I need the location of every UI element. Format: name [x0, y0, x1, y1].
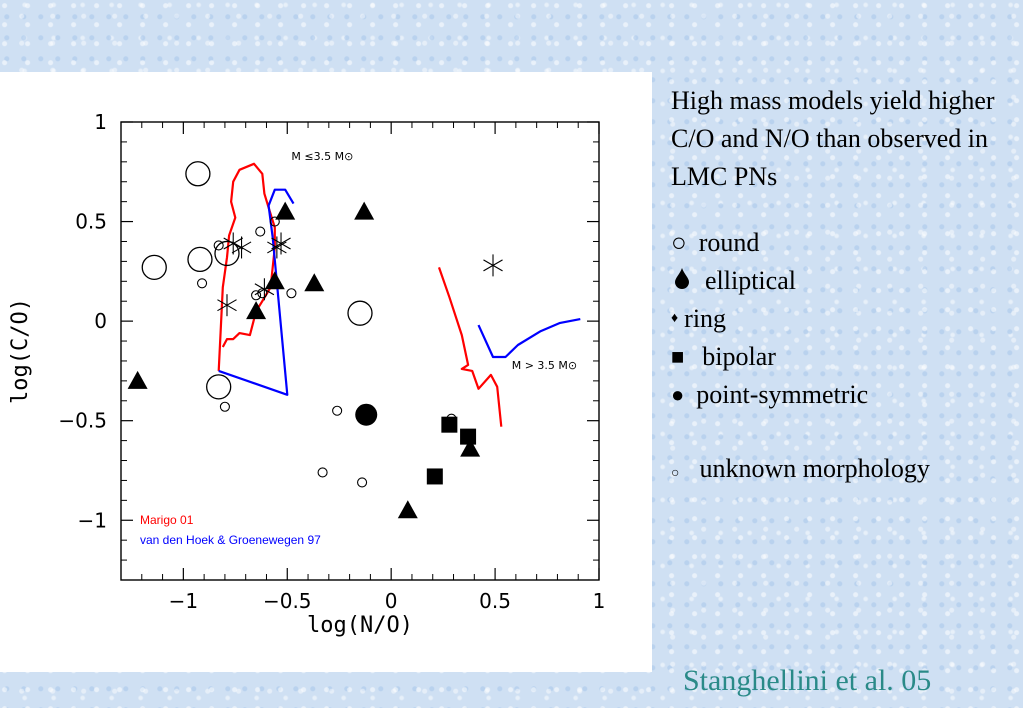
asterisk-stroke: [271, 237, 291, 250]
x-tick-label: −0.5: [263, 589, 312, 613]
x-tick-label: 0.5: [479, 589, 511, 613]
round-pn-point: [185, 161, 211, 187]
legend-item-bipolar: ■ bipolar: [671, 338, 1011, 376]
unknown-morphology-point: [197, 278, 208, 289]
model-track-line: [437, 267, 503, 427]
axis-ticks: −1 −0.5 0 0.5 1 −1 −0.5 0 0.5 1: [58, 110, 605, 613]
bipolar-pn-point: [441, 416, 458, 433]
plot-panel: −1 −0.5 0 0.5 1 −1 −0.5 0 0.5 1 log(N/O) log(C/O)…: [0, 72, 652, 672]
morphology-legend: ○ round elliptical ♦ ring ■ bipolar ● po…: [671, 224, 1011, 414]
diamond-icon: ♦: [671, 311, 679, 326]
data-points: [127, 161, 503, 519]
chart-annotations: M ≤3.5 M⊙ M > 3.5 M⊙: [291, 150, 577, 372]
unknown-morphology-point: [219, 401, 230, 412]
round-pn-point: [206, 374, 232, 400]
bipolar-pn-point: [426, 468, 443, 485]
elliptical-pn-point: [304, 273, 325, 292]
filled-square-icon: ■: [671, 344, 685, 369]
y-tick-label: −0.5: [58, 409, 107, 433]
unknown-morphology-point: [286, 288, 297, 299]
round-pn-point: [187, 246, 213, 273]
elliptical-pn-point: [460, 438, 481, 457]
asterisk-point: [223, 232, 244, 255]
unknown-morphology-point: [269, 216, 280, 227]
mass-range-annotation: M ≤3.5 M⊙: [291, 150, 353, 163]
unknown-morphology-point: [251, 290, 262, 301]
unknown-morphology-point: [213, 240, 224, 251]
bipolar-pn-point: [460, 428, 477, 445]
elliptical-pn-point: [127, 370, 148, 389]
asterisk-point: [267, 236, 287, 259]
legend-label-elliptical: elliptical: [705, 266, 796, 295]
asterisk-stroke: [223, 237, 244, 250]
open-circle-icon: ○: [671, 228, 687, 257]
unknown-morphology-point: [317, 467, 328, 478]
asterisk-stroke: [254, 283, 275, 296]
legend-item-ring: ♦ ring: [671, 300, 1011, 338]
small-circle-icon: ○: [671, 466, 680, 481]
asterisk-point: [231, 236, 252, 259]
asterisk-stroke: [267, 241, 287, 254]
elliptical-pn-point: [264, 271, 285, 290]
elliptical-pn-point: [246, 301, 267, 320]
plot-frame: [120, 121, 600, 581]
legend-label-round: round: [698, 228, 760, 257]
model-track-line: [477, 318, 581, 359]
legend-entry: van den Hoek & Groenewegen 97: [140, 533, 321, 547]
x-tick-label: −1: [169, 589, 198, 613]
filled-circle-icon: ●: [671, 382, 685, 407]
scatter-plot: −1 −0.5 0 0.5 1 −1 −0.5 0 0.5 1 log(N/O) log(C/O)…: [8, 110, 605, 638]
asterisk-point: [254, 278, 275, 301]
round-pn-point: [214, 240, 240, 267]
conclusion-text: High mass models yield higher C/O and N/…: [671, 86, 995, 191]
asterisk-stroke: [231, 241, 252, 254]
asterisk-stroke: [217, 299, 237, 312]
legend-label-bipolar: bipolar: [702, 342, 776, 371]
y-axis-label: log(C/O): [8, 298, 33, 404]
x-axis-label: log(N/O): [307, 613, 413, 638]
axis-labels: log(N/O) log(C/O): [8, 298, 413, 638]
legend-item-unknown: ○ unknown morphology: [671, 450, 1011, 493]
unknown-morphology-point: [332, 405, 343, 416]
y-tick-label: 0.5: [75, 210, 107, 234]
legend-item-point-symmetric: ● point-symmetric: [671, 376, 1011, 414]
round-pn-point: [347, 300, 373, 326]
legend-item-round: ○ round: [671, 224, 1011, 262]
legend-label-unknown: unknown morphology: [699, 454, 930, 483]
round-pn-point: [141, 254, 167, 281]
model-tracks: [217, 162, 581, 427]
asterisk-point: [217, 294, 237, 317]
elliptical-pn-point: [275, 201, 296, 220]
citation-credit: Stanghellini et al. 05: [683, 664, 932, 697]
asterisk-stroke: [483, 259, 503, 272]
asterisk-point: [483, 254, 503, 277]
mass-range-annotation: M > 3.5 M⊙: [512, 359, 577, 372]
elliptical-pn-point: [354, 201, 375, 220]
unknown-morphology-point: [357, 477, 368, 488]
unknown-morphology-point: [255, 226, 266, 237]
model-track-line: [218, 188, 295, 396]
side-text-panel: High mass models yield higher C/O and N/…: [671, 82, 1011, 493]
chart-legend: Marigo 01 van den Hoek & Groenewegen 97: [140, 513, 321, 547]
legend-label-point-symmetric: point-symmetric: [696, 380, 869, 409]
legend-item-elliptical: elliptical: [671, 262, 1011, 300]
y-tick-label: 1: [94, 110, 107, 134]
point-symmetric-pn-point: [355, 403, 378, 426]
x-tick-label: 0: [385, 589, 398, 613]
y-tick-label: −1: [78, 508, 107, 532]
model-track-line: [217, 162, 276, 371]
asterisk-point: [271, 232, 291, 255]
y-tick-label: 0: [94, 309, 107, 333]
teardrop-icon: [671, 262, 693, 300]
x-tick-label: 1: [593, 589, 606, 613]
legend-entry: Marigo 01: [140, 513, 194, 527]
legend-label-ring: ring: [684, 304, 727, 333]
elliptical-pn-point: [397, 500, 418, 519]
